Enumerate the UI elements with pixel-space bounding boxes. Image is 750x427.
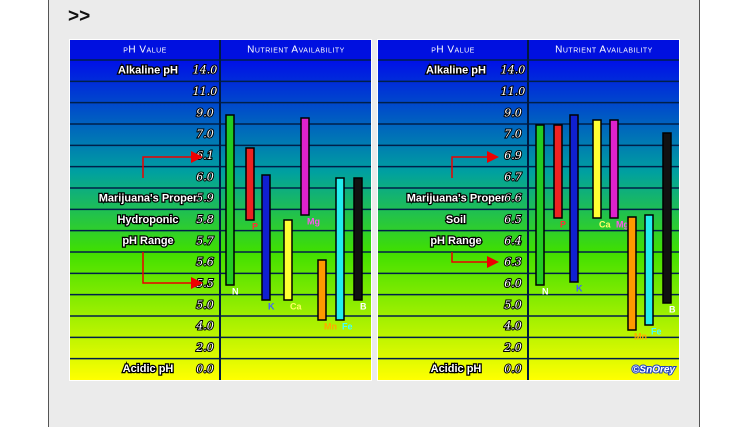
nutrient-label: Mn [324, 321, 337, 331]
row-value: 6.5 [504, 213, 522, 226]
nutrient-label: B [360, 301, 367, 311]
row-value: 5.0 [504, 298, 522, 311]
row-label: Marijuana's Proper [407, 193, 506, 205]
nutrient-bar [569, 114, 579, 283]
row-value: 6.7 [504, 170, 522, 183]
row-label: Acidic pH [431, 363, 482, 375]
row-value: 2.0 [503, 341, 522, 354]
nutrient-label: Mg [616, 219, 629, 229]
row-value: 6.6 [504, 192, 522, 205]
row-value: 11.0 [193, 85, 218, 98]
nutrient-label: P [252, 221, 258, 231]
nutrient-label: Fe [342, 321, 353, 331]
nutrient-label: Ca [599, 219, 611, 229]
row-value: 4.0 [503, 320, 522, 333]
nutrient-bar [592, 119, 602, 219]
nutrient-label: Mg [307, 216, 320, 226]
row-value: 6.1 [196, 149, 214, 162]
row-value: 0.0 [196, 362, 214, 375]
row-value: 5.8 [196, 213, 214, 226]
arrow-down [142, 252, 203, 289]
nutrient-bar [644, 214, 654, 326]
row-label: Alkaline pH [426, 65, 486, 77]
arrow-down [451, 252, 499, 268]
nutrient-label: N [232, 286, 239, 296]
row-value: 6.3 [504, 256, 522, 269]
row-value: 6.4 [504, 234, 522, 247]
row-label: Soil [446, 214, 466, 226]
row-value: 14.0 [193, 64, 218, 77]
row-value: 5.0 [196, 298, 214, 311]
row-label: Marijuana's Proper [99, 193, 198, 205]
nutrient-bar [553, 124, 563, 219]
arrow-up [451, 151, 499, 178]
nutrient-bar [627, 216, 637, 331]
nutrient-label: B [669, 304, 676, 314]
nutrient-bar [245, 147, 255, 221]
credit: ©SnOrey [632, 365, 675, 376]
nutrient-label: N [542, 286, 549, 296]
header-right: Nutrient Availability [247, 45, 345, 56]
row-label: pH Range [430, 235, 481, 247]
row-value: 6.9 [504, 149, 522, 162]
nutrient-bar [283, 219, 293, 301]
row-label: pH Range [122, 235, 173, 247]
nutrient-bar [335, 177, 345, 321]
nutrient-bar [535, 124, 545, 286]
nutrient-bar [609, 119, 619, 219]
nutrient-bar [353, 177, 363, 301]
nutrient-bar [225, 114, 235, 286]
nutrient-bar [317, 259, 327, 321]
row-value: 9.0 [504, 106, 522, 119]
arrow-up [142, 151, 203, 178]
header-left: pH Value [123, 45, 167, 56]
row-value: 7.0 [196, 128, 214, 141]
row-value: 4.0 [195, 320, 214, 333]
header-right: Nutrient Availability [555, 45, 653, 56]
row-value: 0.0 [504, 362, 522, 375]
row-value: 9.0 [196, 106, 214, 119]
nutrient-label: Fe [651, 326, 662, 336]
quote-marker: >> [68, 6, 91, 27]
row-value: 2.0 [195, 341, 214, 354]
row-value: 6.0 [196, 170, 214, 183]
row-value: 5.7 [196, 234, 214, 247]
nutrient-label: Ca [290, 301, 302, 311]
row-label: Acidic pH [123, 363, 174, 375]
nutrient-label: K [268, 301, 275, 311]
nutrient-bar [261, 174, 271, 301]
row-value: 11.0 [501, 85, 526, 98]
row-value: 14.0 [501, 64, 526, 77]
row-value: 6.0 [504, 277, 522, 290]
nutrient-label: K [576, 283, 583, 293]
row-label: Alkaline pH [118, 65, 178, 77]
row-value: 5.9 [196, 192, 214, 205]
nutrient-bar [300, 117, 310, 216]
nutrient-bar [662, 132, 672, 304]
row-value: 7.0 [504, 128, 522, 141]
nutrient-label: P [560, 219, 566, 229]
header-left: pH Value [431, 45, 475, 56]
row-value: 5.6 [196, 256, 214, 269]
nutrient-label: Mn [634, 331, 647, 341]
row-label: Hydroponic [117, 214, 178, 226]
